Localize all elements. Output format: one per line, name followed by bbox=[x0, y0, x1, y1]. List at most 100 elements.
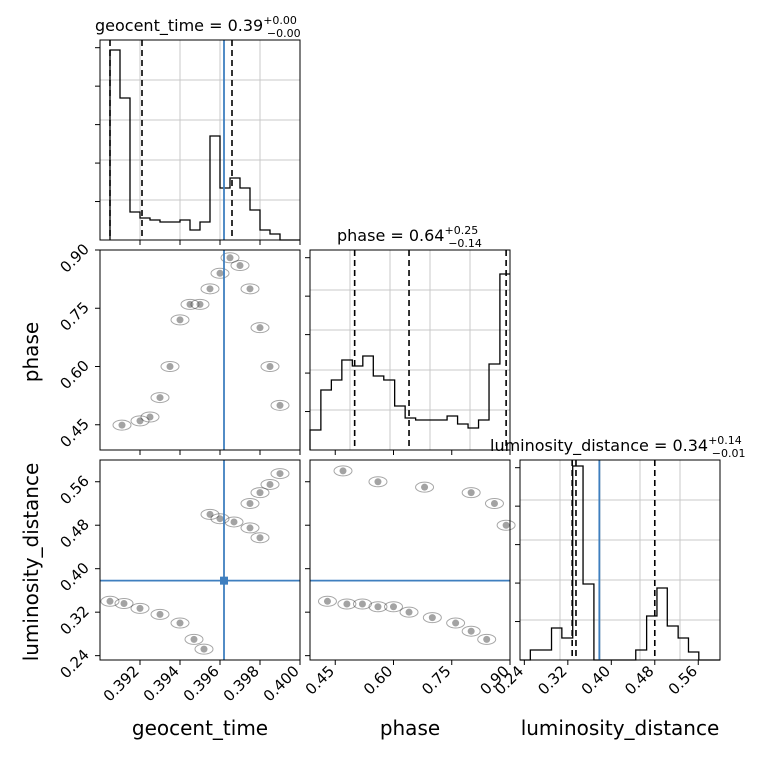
panel-x-tick-label: 0.398 bbox=[220, 662, 263, 705]
histogram-step bbox=[109, 49, 300, 241]
density-contour bbox=[114, 597, 134, 609]
density-contour bbox=[184, 633, 204, 645]
histogram-step bbox=[520, 465, 720, 661]
histogram-step bbox=[309, 273, 510, 450]
histogram-frame bbox=[309, 249, 511, 451]
density-contour bbox=[220, 252, 240, 264]
density-contour bbox=[170, 617, 190, 629]
scatter-point bbox=[176, 619, 184, 627]
panel-y-tick-label: 0.48 bbox=[56, 515, 92, 551]
y-label-phase: phase bbox=[19, 322, 43, 382]
density-contour bbox=[484, 497, 504, 509]
histogram-frame bbox=[519, 459, 721, 661]
density-contour bbox=[461, 625, 481, 637]
scatter-point bbox=[186, 300, 194, 308]
density-contour bbox=[399, 606, 419, 618]
density-contour bbox=[250, 322, 270, 334]
density-contour bbox=[200, 283, 220, 295]
scatter-point bbox=[226, 254, 234, 262]
scatter-frame bbox=[309, 459, 511, 661]
panel-y-tick-label: 0.40 bbox=[56, 559, 92, 595]
density-contour bbox=[140, 411, 160, 423]
scatter-point bbox=[467, 627, 475, 635]
scatter-point bbox=[120, 599, 128, 607]
scatter-point bbox=[428, 614, 436, 622]
scatter-point bbox=[246, 524, 254, 532]
panel-x-tick-label: 0.75 bbox=[418, 662, 454, 698]
density-contour bbox=[270, 468, 290, 480]
scatter-point bbox=[118, 421, 126, 429]
density-contour bbox=[160, 361, 180, 373]
density-contour bbox=[461, 487, 481, 499]
density-contour bbox=[250, 532, 270, 544]
density-contour bbox=[210, 513, 230, 525]
scatter-point bbox=[266, 363, 274, 371]
scatter-point bbox=[276, 470, 284, 478]
scatter-point bbox=[136, 604, 144, 612]
density-contour bbox=[317, 595, 337, 607]
density-contour bbox=[240, 522, 260, 534]
scatter-point bbox=[176, 316, 184, 324]
phase-title: phase = 0.64+0.25 −0.14 bbox=[337, 224, 482, 250]
scatter-point bbox=[206, 285, 214, 293]
scatter-point bbox=[343, 600, 351, 608]
panel-y-tick-label: 0.45 bbox=[56, 415, 92, 451]
scatter-point bbox=[136, 417, 144, 425]
scatter-point bbox=[374, 603, 382, 611]
scatter-point bbox=[190, 635, 198, 643]
scatter-point bbox=[276, 401, 284, 409]
panel-x-tick-label: 0.400 bbox=[260, 662, 303, 705]
scatter-point bbox=[216, 269, 224, 277]
density-contour bbox=[240, 283, 260, 295]
density-contour bbox=[130, 415, 150, 427]
luminosity-distance-title: luminosity_distance = 0.34+0.14 −0.01 bbox=[490, 434, 746, 460]
density-contour bbox=[446, 617, 466, 629]
panel-y-tick-label: 0.56 bbox=[56, 472, 92, 508]
scatter-point bbox=[266, 480, 274, 488]
scatter-point bbox=[405, 608, 413, 616]
y-label-luminosity-distance: luminosity_distance bbox=[19, 463, 43, 662]
geocent-time-title: geocent_time = 0.39+0.00 −0.00 bbox=[95, 14, 301, 40]
luminosity-distance-x-tick-label: 0.32 bbox=[534, 662, 570, 698]
scatter-point bbox=[323, 597, 331, 605]
scatter-point bbox=[256, 489, 264, 497]
scatter-frame bbox=[99, 249, 301, 451]
density-contour bbox=[415, 481, 435, 493]
scatter-point bbox=[358, 600, 366, 608]
scatter-point bbox=[246, 499, 254, 507]
scatter-point bbox=[230, 518, 238, 526]
scatter-point bbox=[156, 610, 164, 618]
density-contour bbox=[368, 601, 388, 613]
scatter-point bbox=[146, 413, 154, 421]
scatter-point bbox=[421, 483, 429, 491]
scatter-point bbox=[452, 619, 460, 627]
x-label-geocent-time: geocent_time bbox=[132, 716, 268, 740]
density-contour bbox=[240, 497, 260, 509]
density-contour bbox=[477, 633, 497, 645]
scatter-point bbox=[200, 645, 208, 653]
density-contour bbox=[383, 601, 403, 613]
panel-x-tick-label: 0.392 bbox=[100, 662, 143, 705]
panel-y-tick-label: 0.32 bbox=[56, 602, 92, 638]
density-contour bbox=[190, 298, 210, 310]
density-contour bbox=[180, 298, 200, 310]
scatter-point bbox=[256, 324, 264, 332]
scatter-point bbox=[256, 534, 264, 542]
density-contour bbox=[352, 598, 372, 610]
scatter-point bbox=[206, 510, 214, 518]
density-contour bbox=[230, 260, 250, 272]
density-contour bbox=[496, 519, 516, 531]
density-contour bbox=[333, 465, 353, 477]
luminosity-distance-x-tick-label: 0.48 bbox=[621, 662, 657, 698]
density-contour bbox=[270, 399, 290, 411]
scatter-point bbox=[483, 635, 491, 643]
scatter-point bbox=[106, 597, 114, 605]
density-contour bbox=[150, 392, 170, 404]
scatter-point bbox=[502, 521, 510, 529]
panel-x-tick-label: 0.60 bbox=[360, 662, 396, 698]
scatter-point bbox=[374, 478, 382, 486]
density-contour bbox=[210, 267, 230, 279]
scatter-point bbox=[246, 285, 254, 293]
scatter-point bbox=[236, 262, 244, 270]
